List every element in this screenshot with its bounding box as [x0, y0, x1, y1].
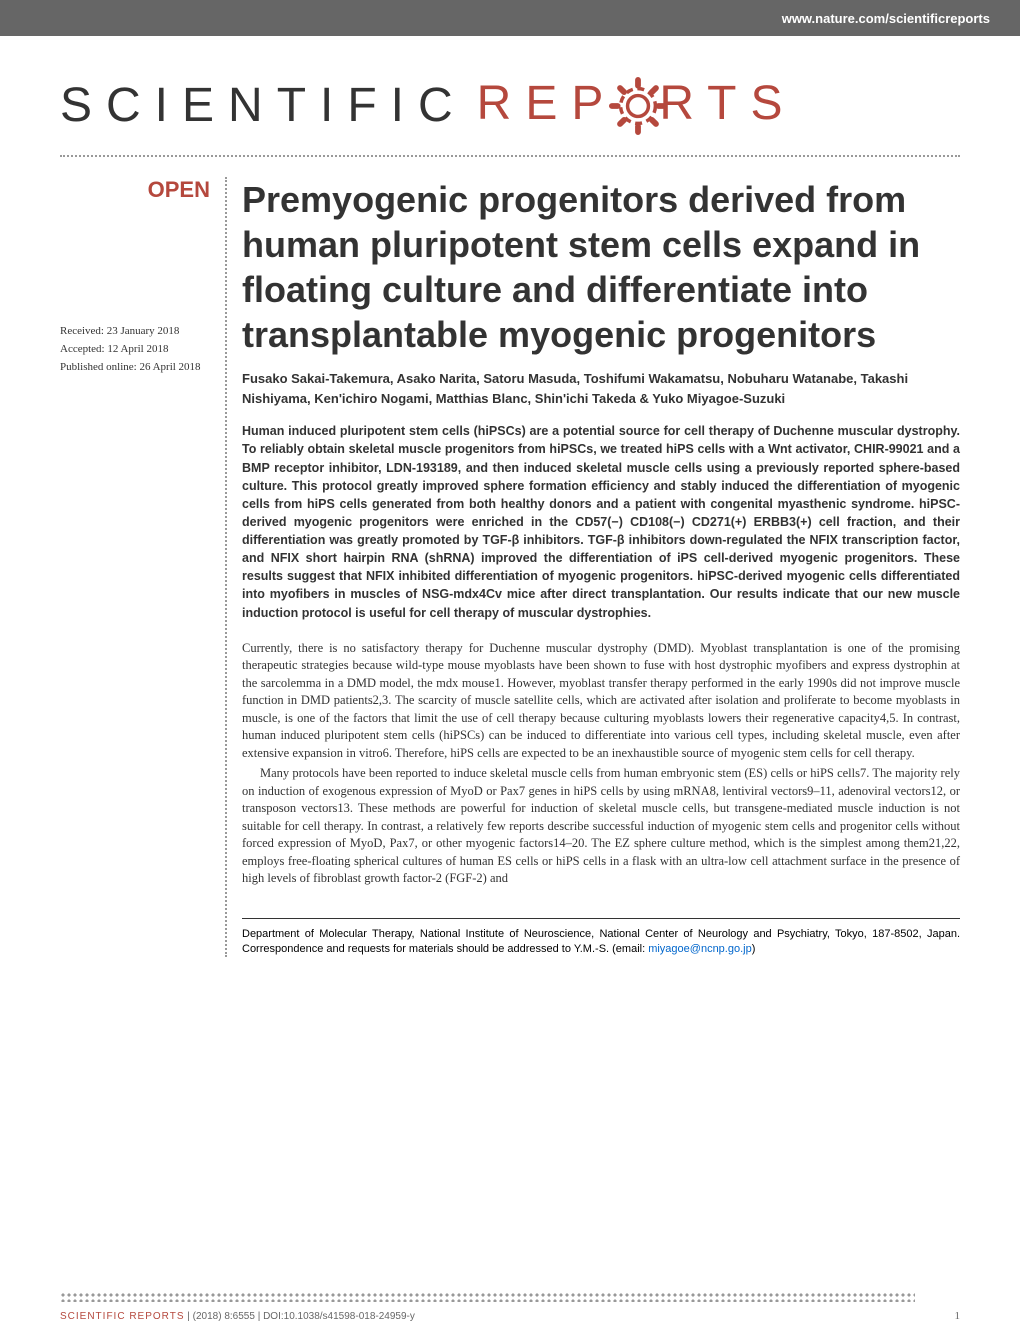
accepted-date: Accepted: 12 April 2018 — [60, 341, 210, 359]
footer-doi: | (2018) 8:6555 | DOI:10.1038/s41598-018… — [185, 1311, 415, 1322]
logo-part2: REPRTS — [477, 76, 797, 135]
dotted-pattern — [60, 1292, 915, 1302]
header-url[interactable]: www.nature.com/scientificreports — [782, 11, 990, 26]
affiliation: Department of Molecular Therapy, Nationa… — [242, 918, 960, 958]
authors-list: Fusako Sakai-Takemura, Asako Narita, Sat… — [242, 369, 960, 408]
footer-pattern-bar — [60, 1292, 960, 1302]
open-access-badge: OPEN — [60, 177, 210, 203]
footer: SCIENTIFIC REPORTS | (2018) 8:6555 | DOI… — [0, 1310, 1020, 1322]
page-number: 1 — [955, 1310, 961, 1322]
divider — [60, 155, 960, 157]
left-column: OPEN Received: 23 January 2018 Accepted:… — [60, 177, 225, 957]
footer-citation: SCIENTIFIC REPORTS | (2018) 8:6555 | DOI… — [60, 1311, 415, 1322]
affiliation-text: Department of Molecular Therapy, Nationa… — [242, 928, 960, 955]
body-text: Currently, there is no satisfactory ther… — [242, 640, 960, 888]
abstract: Human induced pluripotent stem cells (hi… — [242, 422, 960, 621]
publication-dates: Received: 23 January 2018 Accepted: 12 A… — [60, 323, 210, 376]
paragraph-1: Currently, there is no satisfactory ther… — [242, 640, 960, 763]
published-date: Published online: 26 April 2018 — [60, 359, 210, 377]
right-column: Premyogenic progenitors derived from hum… — [225, 177, 960, 957]
article-title: Premyogenic progenitors derived from hum… — [242, 177, 960, 357]
header-bar: www.nature.com/scientificreports — [0, 0, 1020, 36]
paragraph-2: Many protocols have been reported to ind… — [242, 765, 960, 888]
received-date: Received: 23 January 2018 — [60, 323, 210, 341]
correspondence-email[interactable]: miyagoe@ncnp.go.jp — [648, 943, 752, 955]
footer-journal: SCIENTIFIC REPORTS — [60, 1311, 185, 1322]
content-area: OPEN Received: 23 January 2018 Accepted:… — [0, 177, 1020, 957]
journal-logo: SCIENTIFIC REPRTS — [60, 76, 960, 135]
logo-part1: SCIENTIFIC — [60, 78, 467, 133]
